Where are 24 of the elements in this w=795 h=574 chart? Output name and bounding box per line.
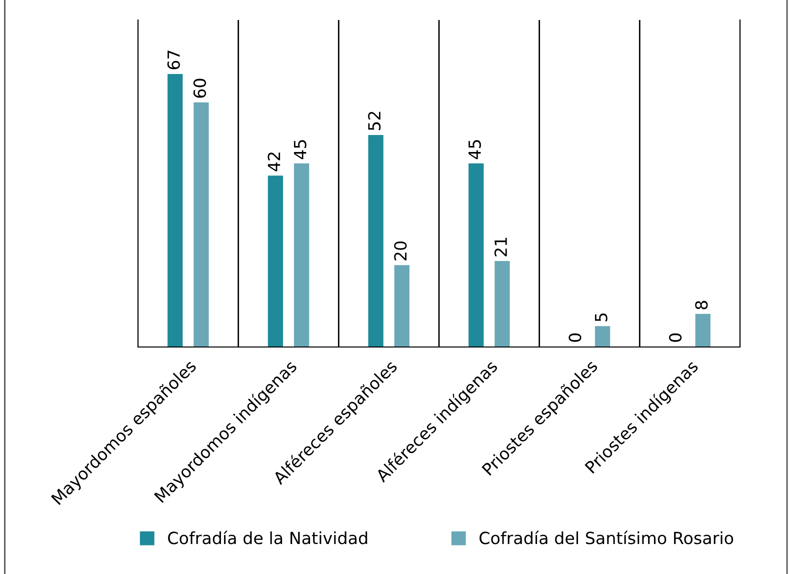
bar <box>468 163 484 347</box>
data-label: 8 <box>695 300 708 310</box>
bar <box>168 74 183 347</box>
data-label: 60 <box>193 78 206 98</box>
data-label: 42 <box>268 152 280 172</box>
data-label: 45 <box>294 140 306 160</box>
bar <box>494 261 510 347</box>
bar <box>294 163 310 347</box>
data-label: 0 <box>669 333 682 342</box>
data-label: 21 <box>494 238 507 256</box>
legend-label: Cofradía de la Natividad <box>168 530 368 544</box>
bar <box>268 176 284 347</box>
legend-label: Cofradía del Santísimo Rosario <box>480 530 734 544</box>
data-label: 45 <box>468 140 481 160</box>
bar <box>368 134 384 347</box>
bar <box>394 265 410 347</box>
bar <box>194 102 209 347</box>
data-label: 52 <box>368 112 381 130</box>
data-label: 5 <box>594 313 608 322</box>
bar <box>695 314 710 347</box>
data-label: 67 <box>167 50 180 70</box>
data-label: 20 <box>394 241 407 260</box>
data-label: 0 <box>568 333 582 342</box>
bar <box>594 326 610 347</box>
